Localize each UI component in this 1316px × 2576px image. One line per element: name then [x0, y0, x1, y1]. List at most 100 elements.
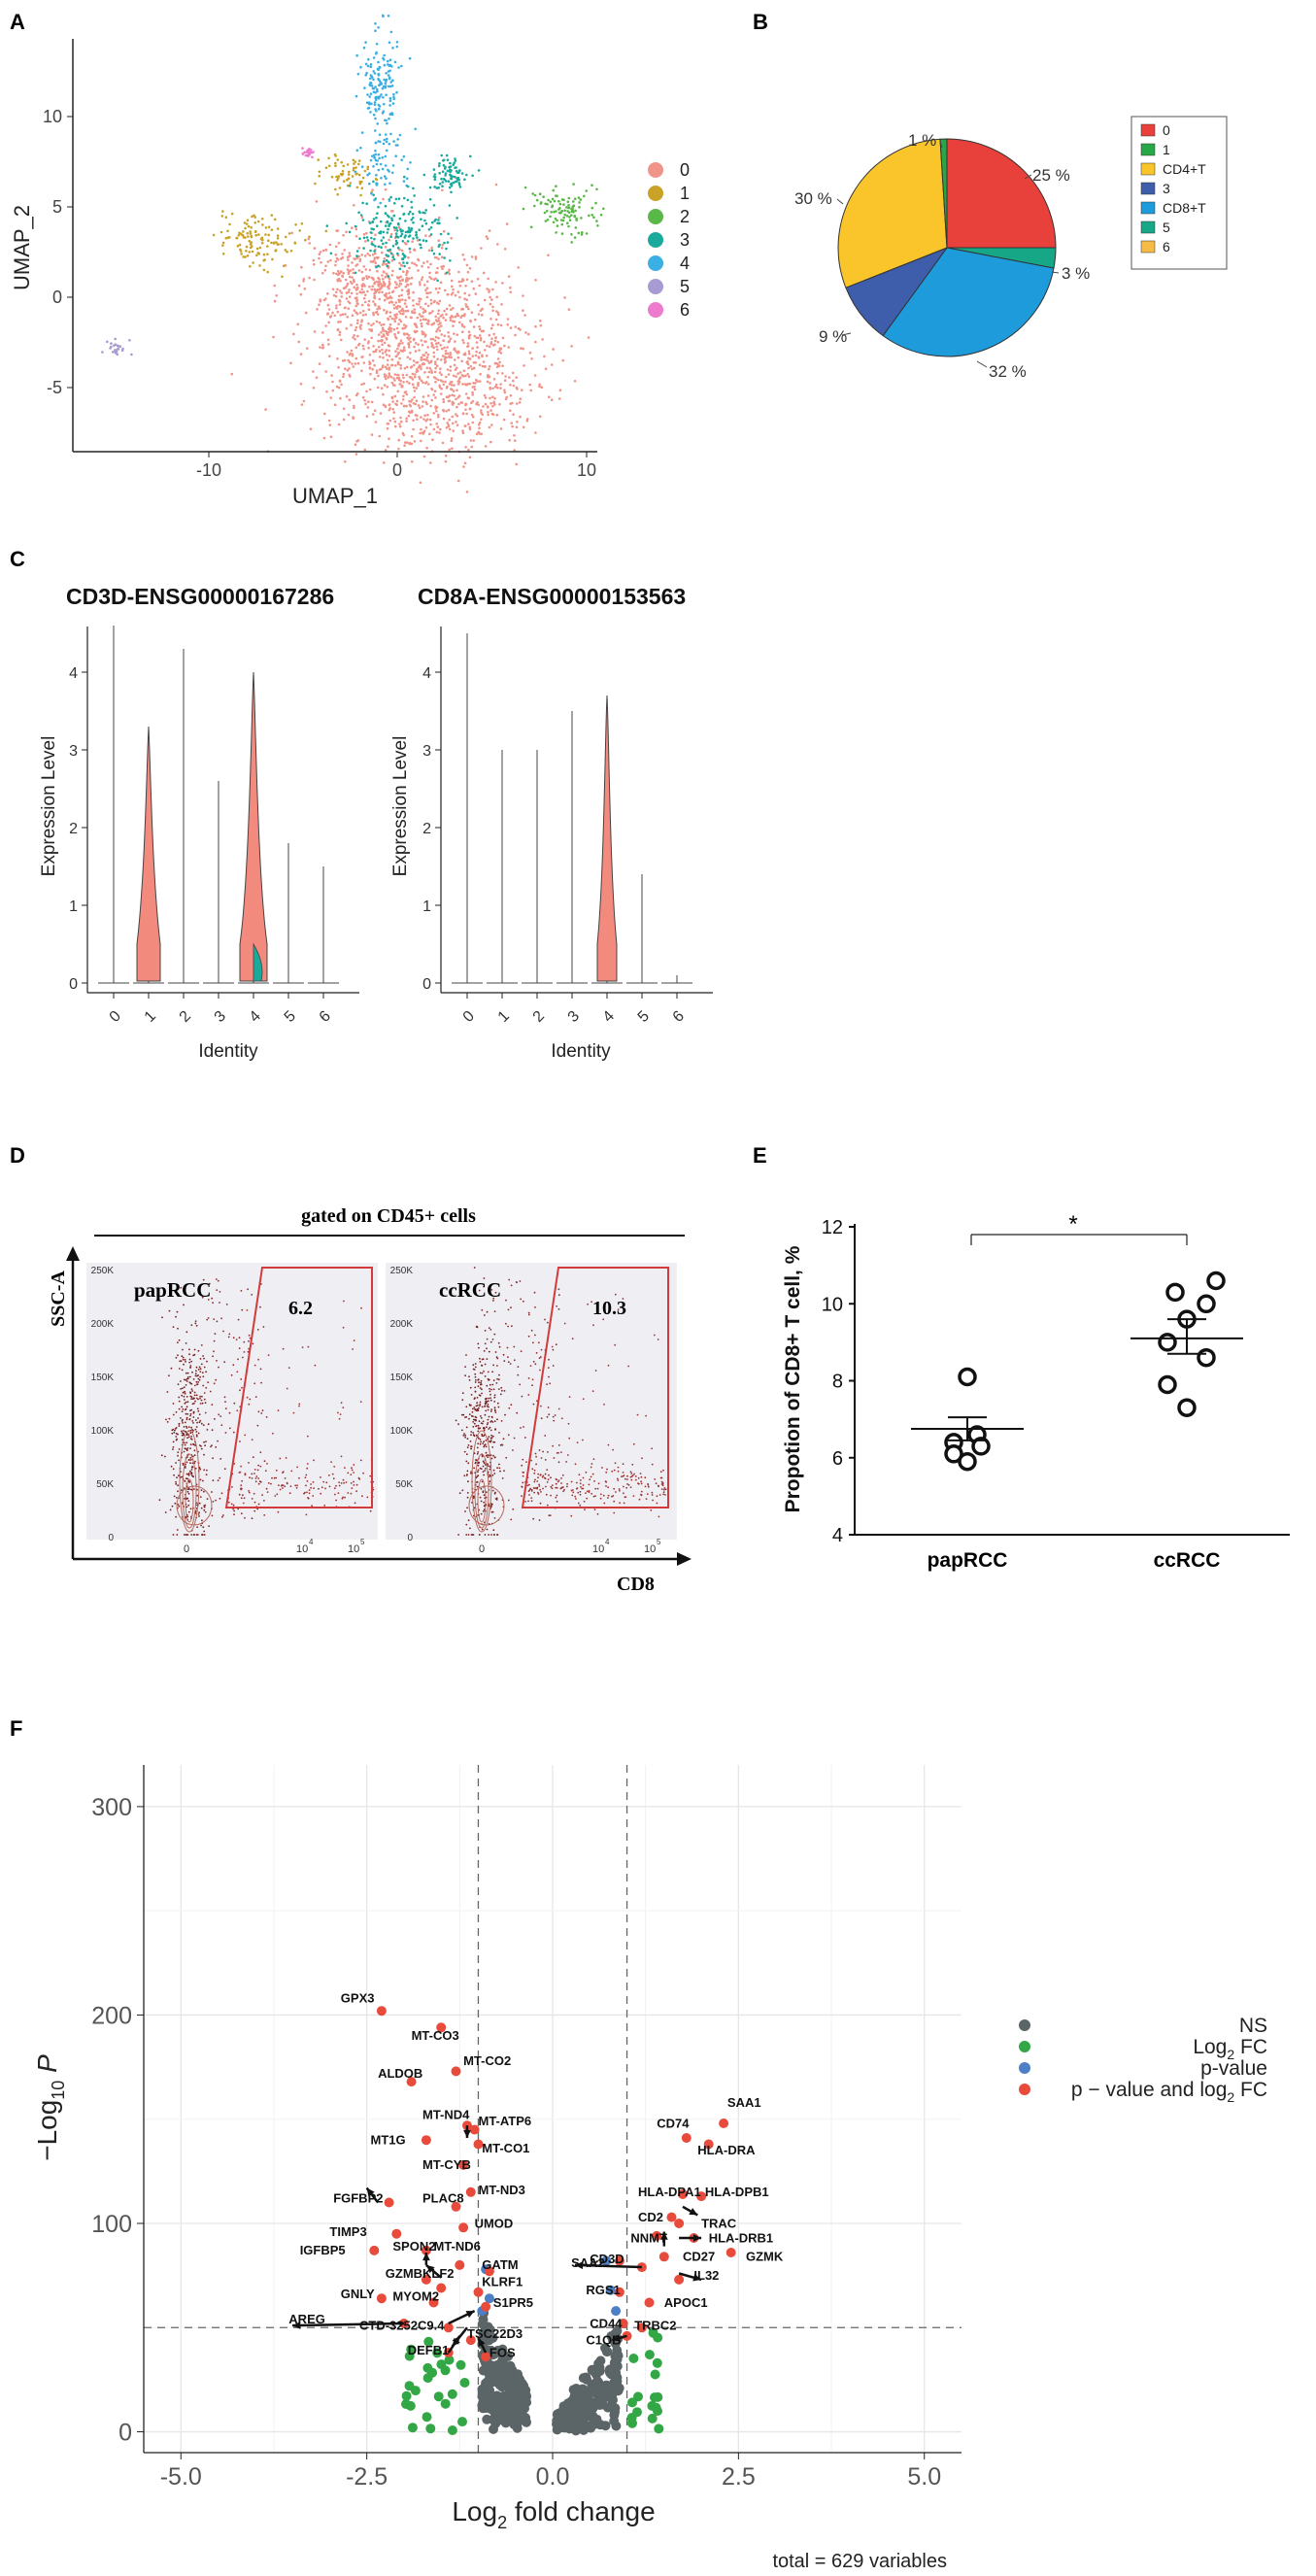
- umap-point: [375, 162, 379, 166]
- pie-legend-label: 5: [1163, 220, 1170, 235]
- umap-point: [273, 218, 277, 221]
- flow-event: [186, 1441, 188, 1444]
- umap-point: [348, 288, 351, 291]
- violin-ytick: 1: [422, 898, 431, 915]
- flow-event: [175, 1427, 178, 1429]
- flow-event: [582, 1439, 584, 1441]
- umap-point: [512, 379, 515, 383]
- umap-point: [496, 243, 499, 246]
- umap-point: [430, 388, 433, 390]
- flow-left-yticks: 250K 200K 150K 100K 50K 0: [91, 1266, 115, 1543]
- umap-point: [430, 249, 434, 253]
- umap-point: [512, 413, 515, 417]
- umap-point: [464, 446, 467, 449]
- flow-event: [477, 1385, 480, 1388]
- umap-point: [378, 156, 381, 160]
- umap-point: [380, 286, 384, 289]
- umap-point: [388, 64, 391, 67]
- umap-point: [327, 164, 331, 168]
- flow-event: [177, 1354, 179, 1357]
- umap-point: [327, 343, 330, 346]
- flow-event: [216, 1320, 219, 1323]
- flow-event: [630, 1474, 633, 1477]
- umap-point: [457, 178, 461, 182]
- umap-point: [422, 261, 425, 265]
- umap-point: [411, 310, 414, 313]
- umap-point: [402, 394, 405, 398]
- flow-event: [175, 1482, 178, 1485]
- flow-event: [195, 1434, 198, 1437]
- volcano-grid: [144, 1765, 962, 2453]
- umap-point: [405, 273, 408, 277]
- flow-event: [470, 1431, 473, 1433]
- umap-point: [438, 371, 442, 374]
- flow-event: [355, 1490, 357, 1493]
- umap-point: [499, 352, 503, 355]
- umap-point: [567, 206, 571, 210]
- umap-point: [110, 342, 113, 345]
- flow-event: [189, 1438, 192, 1440]
- umap-point: [272, 241, 276, 245]
- umap-point: [505, 222, 509, 225]
- umap-point: [458, 371, 462, 374]
- umap-point: [380, 323, 384, 326]
- umap-point: [509, 394, 513, 397]
- umap-point: [304, 311, 308, 315]
- flow-right-name: ccRCC: [439, 1278, 501, 1302]
- flow-event: [298, 1403, 301, 1406]
- umap-point: [369, 92, 373, 95]
- flow-event: [338, 1417, 341, 1420]
- umap-point: [489, 302, 492, 306]
- pie-chart: [837, 138, 1057, 357]
- violin-body: [136, 726, 161, 982]
- umap-point: [393, 320, 397, 323]
- umap-point: [406, 198, 410, 202]
- umap-point: [591, 214, 593, 217]
- umap-point: [289, 250, 293, 253]
- umap-point: [483, 393, 487, 397]
- volcano-point: [455, 2259, 465, 2270]
- umap-point: [434, 360, 437, 363]
- flow-event: [221, 1515, 223, 1518]
- violin-xtick: 1: [495, 1008, 513, 1026]
- umap-point: [313, 247, 317, 250]
- label-arrowhead: [422, 2253, 430, 2261]
- flow-event: [470, 1471, 472, 1474]
- flow-event: [576, 1481, 578, 1484]
- umap-point: [463, 424, 467, 427]
- flow-event: [240, 1497, 243, 1500]
- flow-event: [535, 1455, 537, 1458]
- umap-point: [403, 302, 407, 305]
- volcano-point: [636, 2322, 647, 2333]
- flow-event: [478, 1381, 480, 1384]
- umap-point: [402, 376, 405, 380]
- umap-point: [397, 322, 400, 325]
- umap-point: [426, 304, 430, 308]
- umap-point: [370, 323, 373, 327]
- umap-point: [337, 321, 340, 323]
- flow-event: [557, 1444, 560, 1446]
- umap-ytick: -5: [47, 378, 62, 397]
- flow-x-arrowhead: [677, 1552, 692, 1566]
- label-arrowhead: [689, 2208, 698, 2216]
- umap-point: [393, 287, 397, 289]
- flow-event: [637, 1482, 640, 1485]
- flow-event: [217, 1440, 219, 1442]
- umap-point: [374, 141, 378, 145]
- flow-event: [566, 1454, 569, 1456]
- umap-point: [417, 269, 420, 272]
- flow-event: [523, 1426, 524, 1428]
- flow-event: [485, 1491, 488, 1494]
- volcano-point: [614, 2255, 624, 2266]
- umap-point: [352, 158, 355, 162]
- flow-event: [492, 1379, 495, 1381]
- umap-point: [416, 360, 420, 364]
- umap-point: [364, 402, 367, 406]
- gene-label: CD74: [657, 2116, 690, 2130]
- umap-point: [501, 282, 504, 285]
- flow-event: [259, 1368, 262, 1371]
- flow-event: [191, 1398, 194, 1401]
- flow-event: [323, 1505, 326, 1507]
- flow-event: [660, 1480, 663, 1483]
